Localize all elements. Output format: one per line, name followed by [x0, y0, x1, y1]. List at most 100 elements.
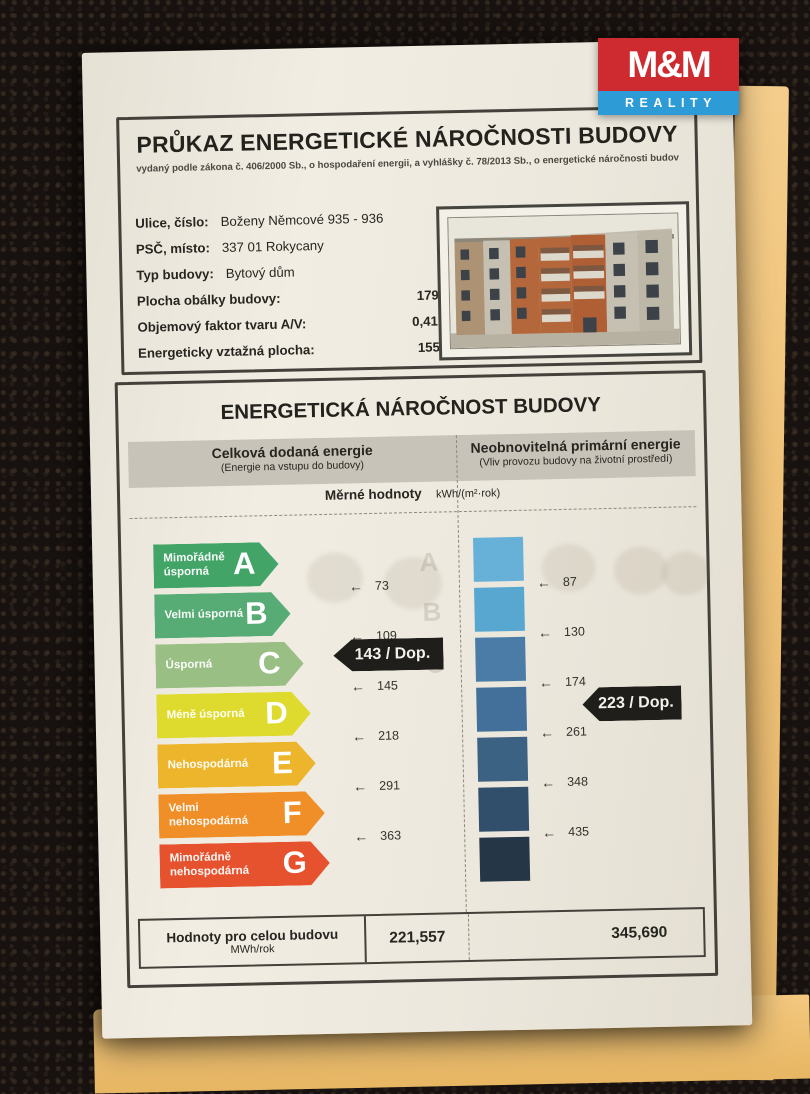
- energy-class-arrow-E: Nehospodárná E: [157, 741, 316, 788]
- threshold-value: 130: [563, 624, 585, 639]
- info-value: 337 01 Rokycany: [221, 237, 324, 255]
- threshold-primary-A: ← 87: [537, 574, 577, 590]
- class-label: Velmi nehospodárná: [168, 801, 249, 829]
- totals-label-cell: Hodnoty pro celou budovu MWh/rok: [139, 916, 367, 967]
- energy-class-arrow-G: Mimořádně nehospodárná G: [159, 841, 330, 889]
- mm-reality-logo-mark: M&M: [598, 38, 739, 91]
- threshold-value: 291: [379, 777, 401, 793]
- threshold-value: 435: [568, 823, 590, 839]
- left-arrow-icon: ←: [537, 623, 552, 640]
- energy-rating-box: ENERGETICKÁ NÁROČNOST BUDOVY Celková dod…: [114, 369, 719, 989]
- dashed-divider-vertical: [455, 435, 467, 913]
- class-letter: A: [232, 545, 256, 582]
- bleedthrough-letter: A: [419, 546, 439, 577]
- primary-square-F: [478, 786, 530, 832]
- threshold-primary-F: ← 435: [541, 823, 590, 840]
- left-arrow-icon: ←: [354, 827, 368, 844]
- threshold-delivered-E: ← 291: [352, 777, 401, 794]
- left-arrow-icon: ←: [539, 723, 554, 740]
- bleedthrough-circle: [613, 545, 669, 595]
- class-letter: C: [257, 645, 281, 681]
- class-letter: E: [271, 744, 294, 781]
- primary-square-E: [477, 736, 529, 782]
- mm-reality-logo-text: REALITY: [598, 91, 739, 115]
- threshold-primary-C: ← 174: [538, 673, 587, 690]
- threshold-value: 363: [380, 827, 402, 843]
- left-arrow-icon: ←: [351, 727, 366, 744]
- threshold-delivered-D: ← 218: [351, 727, 400, 744]
- energy-class-arrow-C: Úsporná C: [155, 641, 304, 688]
- class-label: Velmi úsporná: [164, 607, 244, 622]
- left-arrow-icon: ←: [348, 577, 363, 594]
- column-header-delivered: Celková dodaná energie (Energie na vstup…: [128, 435, 457, 488]
- threshold-primary-E: ← 348: [540, 773, 589, 790]
- class-letter: G: [282, 844, 308, 881]
- document-page: PRŮKAZ ENERGETICKÉ NÁROČNOSTI BUDOVY vyd…: [81, 39, 753, 1039]
- threshold-primary-D: ← 261: [539, 723, 588, 740]
- scale-unit: kWh/(m²·rok): [435, 487, 501, 501]
- column-headers: Celková dodaná energie (Energie na vstup…: [127, 430, 696, 489]
- primary-square-A: [472, 536, 524, 582]
- mm-reality-logo: M&M REALITY: [598, 38, 739, 115]
- threshold-value: 73: [374, 578, 390, 593]
- energy-class-arrow-A: Mimořádně úsporná A: [153, 542, 279, 589]
- threshold-value: 348: [566, 773, 589, 789]
- info-label: PSČ, místo:: [135, 239, 211, 257]
- info-label: Objemový faktor tvaru A/V:: [137, 315, 307, 335]
- primary-square-D: [476, 686, 528, 732]
- building-photo-frame: [436, 201, 693, 361]
- threshold-value: 218: [377, 727, 400, 743]
- primary-energy-pointer: 223 / Dop.: [582, 686, 682, 722]
- left-arrow-icon: ←: [538, 673, 553, 690]
- delivered-energy-value: 143 / Dop.: [354, 644, 431, 664]
- threshold-delivered-A: ← 73: [349, 578, 389, 594]
- energy-class-arrow-D: Méně úsporná D: [156, 691, 311, 738]
- info-value: Bytový dům: [225, 264, 295, 281]
- dashed-divider-horizontal: [129, 506, 697, 520]
- threshold-value: 87: [562, 574, 577, 589]
- threshold-value: 261: [565, 723, 588, 739]
- totals-primary-value: 345,690: [611, 923, 668, 943]
- energy-section-title: ENERGETICKÁ NÁROČNOST BUDOVY: [220, 393, 602, 425]
- scale-label: Měrné hodnoty: [324, 485, 422, 503]
- threshold-delivered-F: ← 363: [354, 827, 402, 844]
- column-header-primary: Neobnovitelná primární energie (Vliv pro…: [456, 430, 696, 481]
- class-letter: B: [244, 595, 268, 631]
- primary-energy-value: 223 / Dop.: [598, 693, 674, 713]
- primary-square-C: [475, 636, 526, 682]
- left-arrow-icon: ←: [541, 823, 556, 840]
- primary-square-B: [474, 586, 525, 632]
- class-label: Úsporná: [165, 658, 213, 672]
- threshold-value: 174: [564, 673, 587, 689]
- info-label: Plocha obálky budovy:: [136, 290, 281, 309]
- energy-class-arrow-F: Velmi nehospodárná F: [158, 791, 325, 838]
- info-label: Ulice, číslo:: [135, 213, 209, 231]
- certificate-header-box: PRŮKAZ ENERGETICKÉ NÁROČNOSTI BUDOVY vyd…: [116, 105, 703, 376]
- threshold-delivered-C: ← 145: [350, 677, 399, 694]
- bleedthrough-circle: [661, 550, 711, 596]
- delivered-energy-pointer: 143 / Dop.: [333, 637, 444, 671]
- primary-square-G: [479, 836, 531, 882]
- left-arrow-icon: ←: [540, 773, 555, 790]
- left-arrow-icon: ←: [352, 777, 367, 794]
- building-illustration: [448, 213, 680, 349]
- totals-delivered-value: 221,557: [389, 928, 446, 947]
- whole-building-totals-row: Hodnoty pro celou budovu MWh/rok 221,557…: [137, 907, 706, 969]
- building-info-table: Ulice, číslo: Boženy Němcové 935 - 936 P…: [135, 203, 478, 366]
- left-arrow-icon: ←: [536, 573, 551, 590]
- info-label: Energeticky vztažná plocha:: [137, 341, 315, 361]
- class-label: Méně úsporná: [166, 707, 245, 722]
- class-label: Nehospodárná: [167, 757, 249, 772]
- building-photo: [447, 212, 681, 350]
- info-value: Boženy Němcové 935 - 936: [220, 210, 384, 229]
- class-letter: D: [264, 695, 288, 731]
- bleedthrough-letter: B: [422, 596, 442, 627]
- left-arrow-icon: ←: [350, 677, 365, 694]
- threshold-value: 145: [376, 677, 399, 693]
- energy-class-arrow-B: Velmi úsporná B: [154, 592, 291, 639]
- class-label: Mimořádně úsporná: [163, 551, 225, 579]
- class-letter: F: [282, 794, 303, 831]
- threshold-primary-B: ← 130: [538, 624, 585, 640]
- class-label: Mimořádně nehospodárná: [169, 851, 250, 879]
- info-label: Typ budovy:: [136, 265, 214, 283]
